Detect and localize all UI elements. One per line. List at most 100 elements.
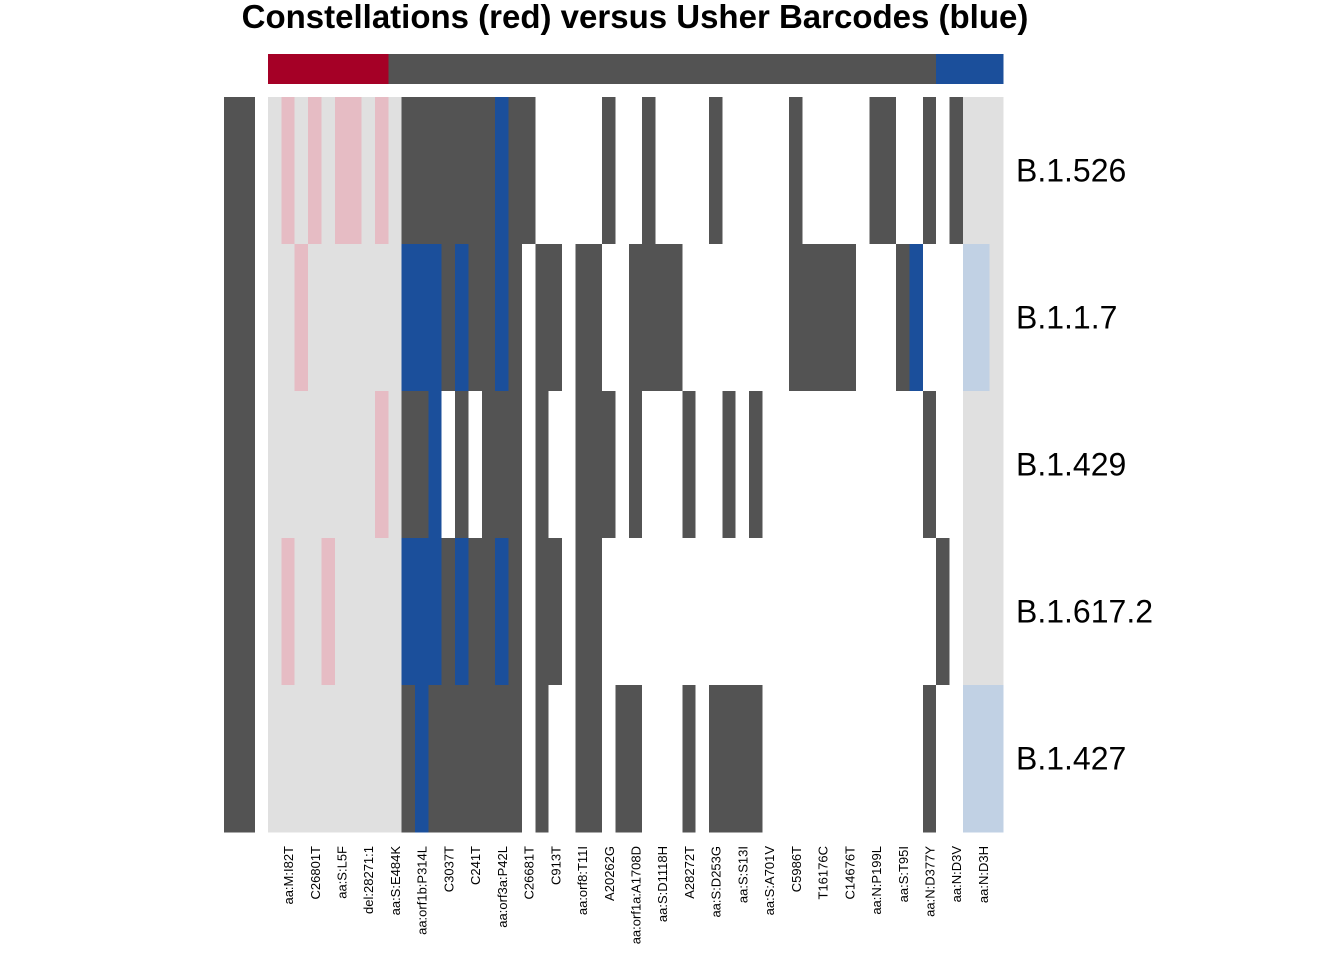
heatmap-cell: [922, 97, 937, 245]
heatmap-cell: [521, 685, 536, 833]
heatmap-cell: [575, 685, 590, 833]
heatmap-cell: [321, 244, 336, 392]
heatmap-cell: [869, 391, 884, 539]
heatmap-cell: [374, 685, 389, 833]
heatmap-cell: [361, 685, 376, 833]
heatmap-cell: [615, 244, 630, 392]
heatmap-cell: [668, 391, 683, 539]
heatmap-cell: [735, 244, 750, 392]
heatmap-cell: [789, 244, 804, 392]
heatmap-cell: [936, 391, 951, 539]
heatmap-cell: [829, 685, 844, 833]
heatmap-cell: [521, 244, 536, 392]
heatmap-cell: [468, 244, 483, 392]
column-label: aa:N:D377Y: [923, 846, 938, 917]
heatmap-cell: [348, 391, 363, 539]
heatmap-cell: [562, 391, 576, 539]
column-label: C241T: [468, 846, 483, 885]
column-group-annotation: [268, 54, 1004, 84]
heatmap-cell: [348, 97, 363, 245]
heatmap-cell: [268, 244, 282, 392]
column-label: aa:M:I82T: [281, 846, 296, 905]
heatmap-cell: [415, 391, 429, 539]
heatmap-cell: [922, 244, 937, 392]
heatmap-cell: [829, 97, 844, 245]
heatmap-cell: [441, 391, 456, 539]
heatmap-cell: [775, 685, 790, 833]
heatmap-cell: [535, 97, 550, 245]
heatmap-cell: [856, 244, 870, 392]
heatmap-cell: [842, 244, 857, 392]
column-label: aa:S:D1118H: [655, 846, 670, 922]
heatmap-cell: [334, 685, 349, 833]
heatmap-cell: [508, 97, 523, 245]
heatmap-cell: [441, 538, 456, 686]
row-annotation-3: [224, 538, 255, 686]
heatmap-cell: [481, 244, 496, 392]
heatmap-cell: [922, 538, 937, 686]
heatmap-cell: [388, 97, 403, 245]
heatmap-cell: [508, 391, 523, 539]
heatmap-cell: [815, 538, 830, 686]
heatmap-cell: [281, 538, 296, 686]
column-label: C3037T: [441, 846, 456, 892]
heatmap-cell: [294, 391, 309, 539]
heatmap-cell: [455, 538, 469, 686]
heatmap-cell: [682, 97, 697, 245]
heatmap-cell: [789, 97, 804, 245]
heatmap-cell: [709, 538, 723, 686]
heatmap-cell: [281, 685, 296, 833]
heatmap-cell: [909, 97, 924, 245]
heatmap-cell: [869, 244, 884, 392]
heatmap-cell: [642, 244, 657, 392]
heatmap-cell: [334, 538, 349, 686]
heatmap-cell: [815, 244, 830, 392]
column-label: aa:S:L5F: [335, 846, 350, 899]
heatmap-cell: [709, 391, 723, 539]
heatmap-cell: [882, 97, 897, 245]
heatmap-cell: [936, 244, 951, 392]
row-annotation-2: [224, 391, 255, 539]
heatmap-cell: [909, 244, 924, 392]
heatmap-cell: [575, 391, 590, 539]
heatmap-cell: [455, 391, 469, 539]
heatmap-cell: [856, 391, 870, 539]
heatmap-cell: [695, 391, 710, 539]
heatmap-cell: [722, 685, 737, 833]
heatmap-cell: [896, 391, 910, 539]
column-group-0: [268, 54, 389, 84]
heatmap-cell: [709, 685, 723, 833]
heatmap-cell: [268, 391, 282, 539]
heatmap-cell: [468, 685, 483, 833]
heatmap-cell: [361, 538, 376, 686]
heatmap-cell: [374, 244, 389, 392]
heatmap-cell: [374, 538, 389, 686]
heatmap-cell: [976, 538, 991, 686]
heatmap-cell: [481, 391, 496, 539]
heatmap-cell: [334, 244, 349, 392]
heatmap-cell: [882, 391, 897, 539]
column-label: aa:orf8:T11I: [575, 846, 590, 915]
column-label: aa:S:E484K: [388, 846, 403, 916]
heatmap-cell: [856, 685, 870, 833]
heatmap-cell: [388, 391, 403, 539]
heatmap-cell: [976, 685, 991, 833]
heatmap-cell: [535, 244, 550, 392]
column-label: aa:S:S13I: [735, 846, 750, 903]
heatmap-cell: [668, 685, 683, 833]
heatmap-cell: [909, 685, 924, 833]
heatmap-cell: [388, 685, 403, 833]
heatmap-cell: [602, 538, 616, 686]
row-label: B.1.1.7: [1016, 300, 1117, 336]
heatmap-cell: [588, 244, 603, 392]
heatmap-cell: [348, 244, 363, 392]
row-label: B.1.427: [1016, 741, 1126, 777]
heatmap-cell: [762, 391, 777, 539]
heatmap-cell: [869, 538, 884, 686]
heatmap-cell: [922, 391, 937, 539]
heatmap-cell: [468, 538, 483, 686]
heatmap-cell: [749, 391, 763, 539]
column-group-1: [388, 54, 937, 84]
heatmap-cell: [455, 685, 469, 833]
